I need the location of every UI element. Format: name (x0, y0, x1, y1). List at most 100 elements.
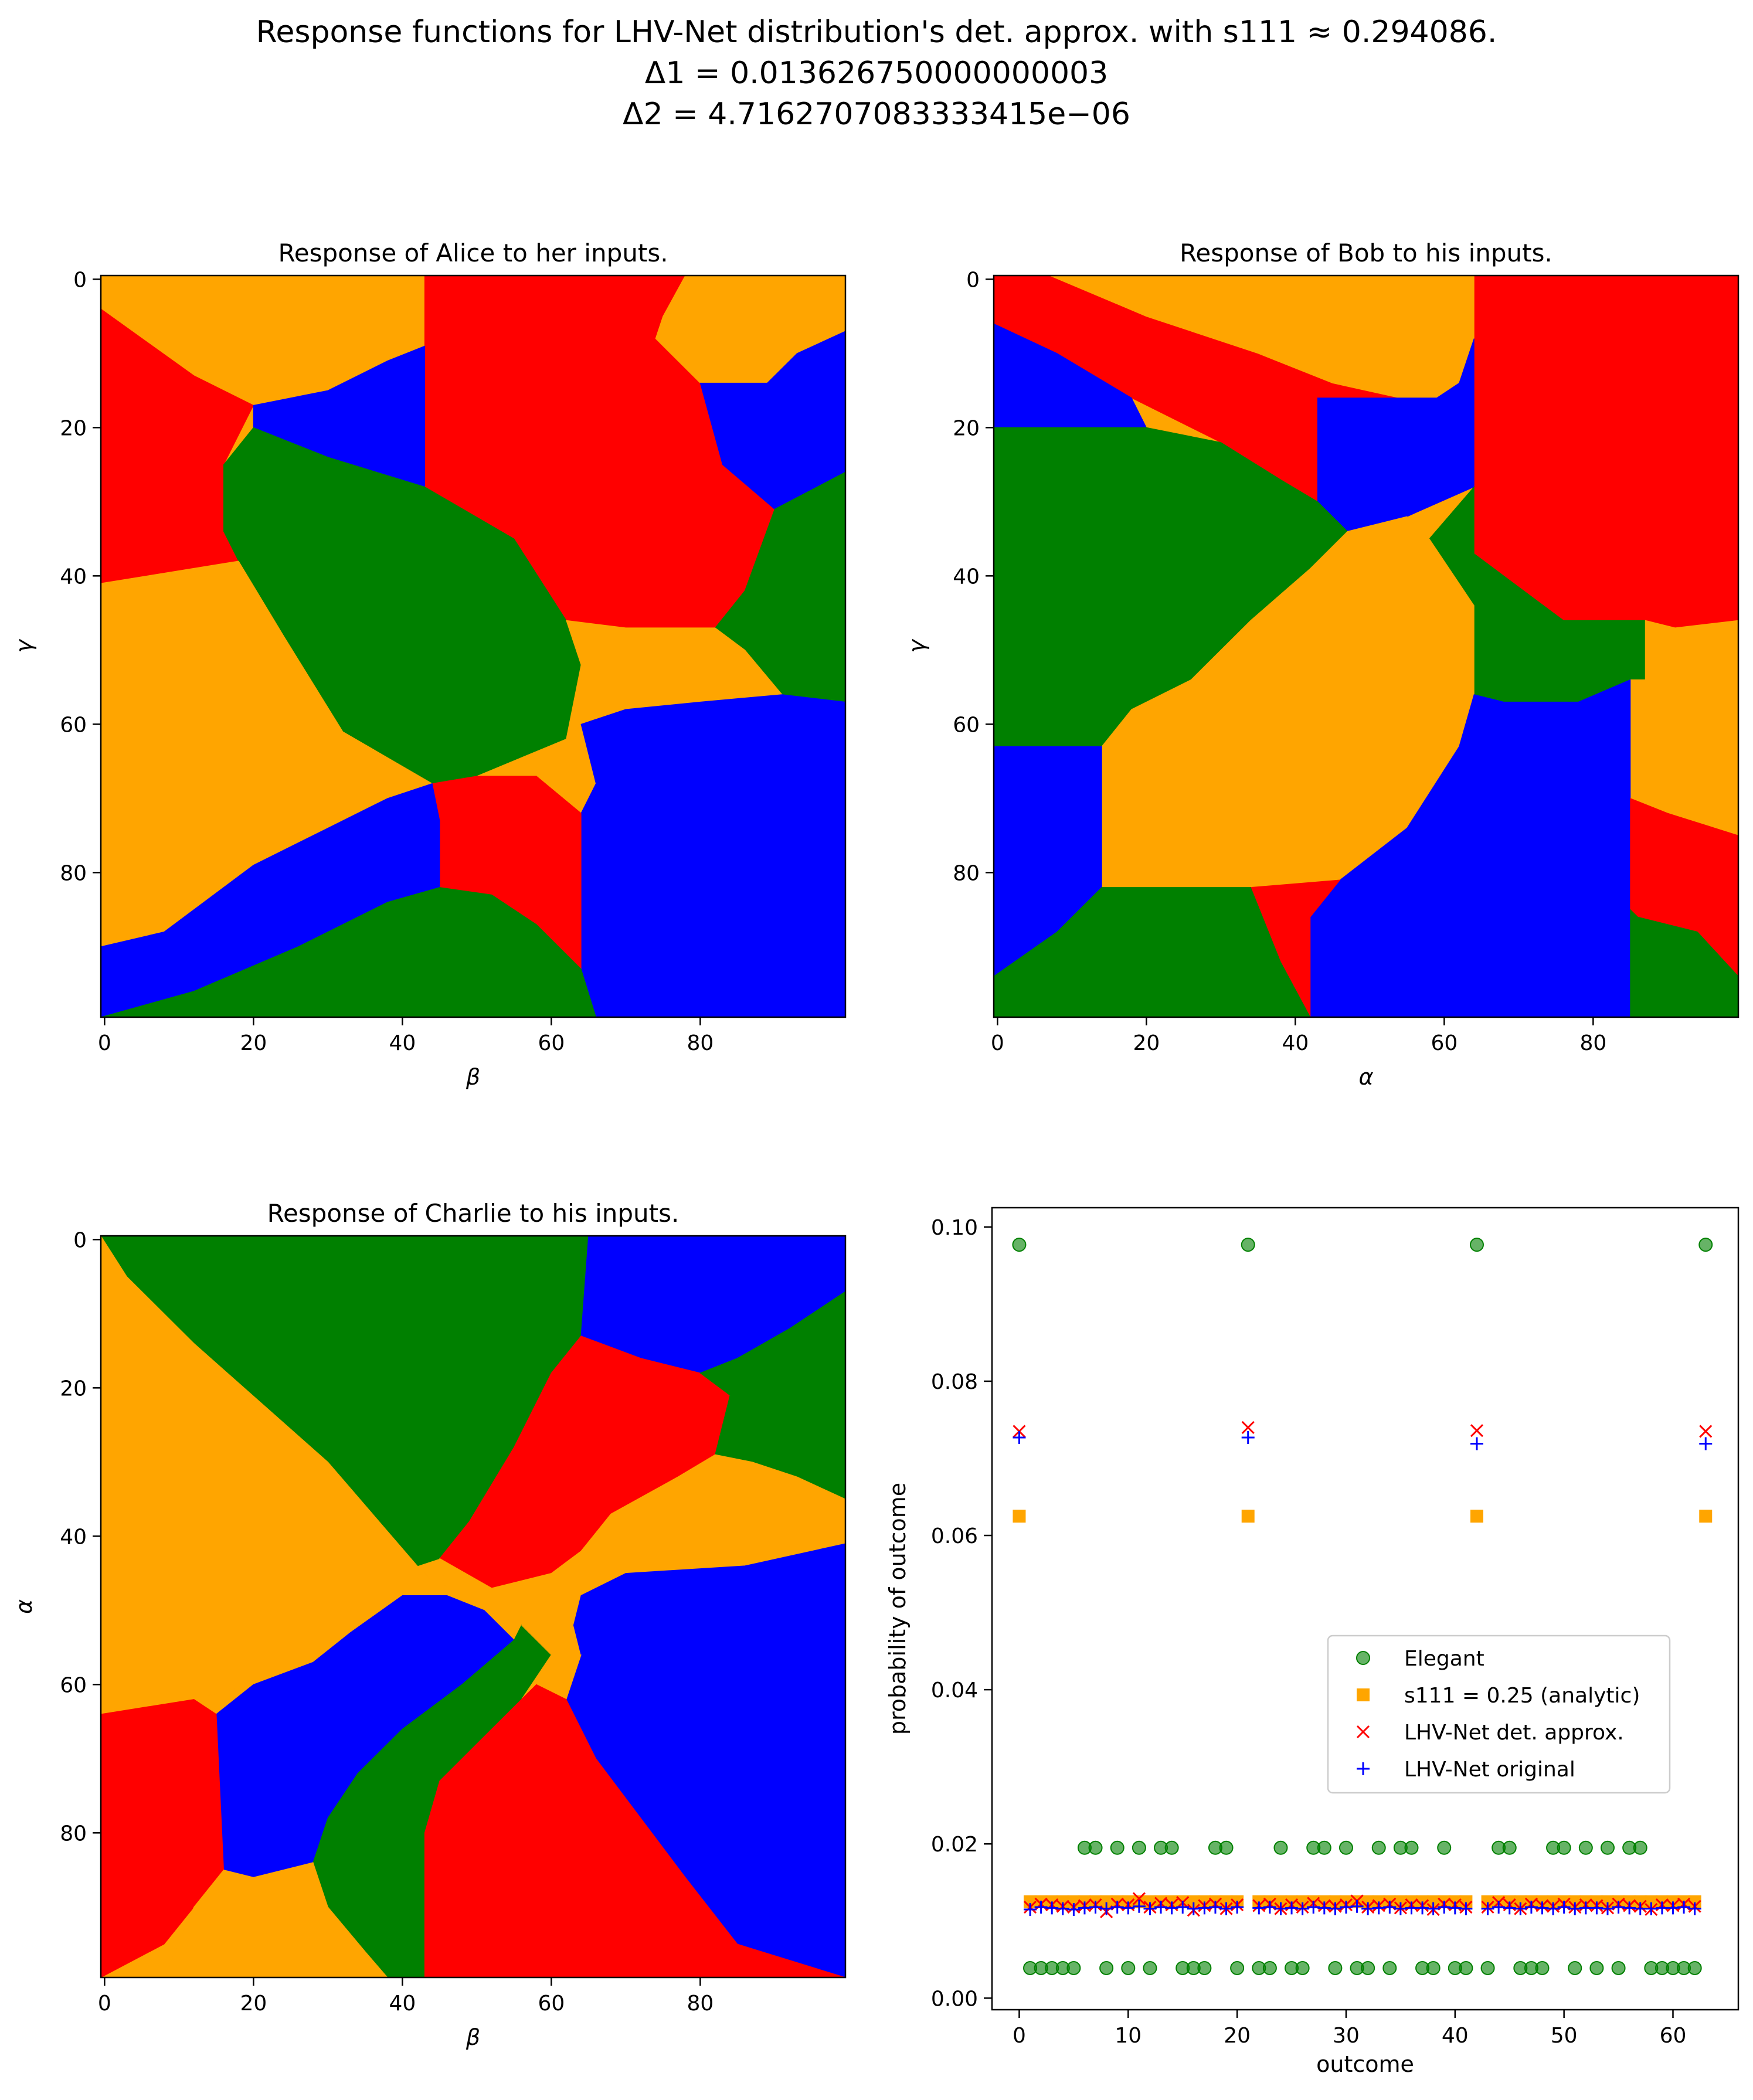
data-point (1012, 1238, 1027, 1252)
x-tick-label: 80 (687, 1031, 714, 1055)
legend-frame (1327, 1635, 1671, 1794)
data-point (1382, 1960, 1397, 1975)
x-tick-label: 40 (1442, 2024, 1469, 2048)
alice-response-panel: Response of Alice to her inputs. 0 20 40 60 8… (11, 239, 847, 1090)
data-point (1426, 1895, 1440, 1908)
heatmap-regions (994, 276, 1738, 1017)
marker-stroke (1356, 1725, 1370, 1739)
y-tick-label: 0.00 (931, 1987, 978, 2011)
region-orange (1630, 620, 1738, 836)
data-point (1372, 1901, 1385, 1915)
x-tick-label: 60 (538, 1992, 565, 2016)
data-point (1034, 1901, 1048, 1914)
data-point (1677, 1901, 1691, 1914)
region-blue (1310, 679, 1631, 1017)
x-tick-label: 60 (1660, 2024, 1687, 2048)
data-point (1274, 1902, 1287, 1915)
data-point (1099, 1960, 1114, 1975)
y-tick-label: 0.10 (931, 1216, 978, 1240)
series-circle (1012, 1238, 1713, 1975)
data-point (1469, 1238, 1484, 1252)
region-green (1630, 909, 1738, 1017)
data-point (1666, 1901, 1680, 1915)
data-point (1687, 1960, 1702, 1975)
y-tick-label: 0 (966, 268, 980, 292)
data-point (1503, 1901, 1516, 1915)
data-point (1295, 1960, 1310, 1975)
data-point (1633, 1895, 1647, 1908)
data-point (1470, 1437, 1483, 1450)
data-point (1416, 1901, 1429, 1915)
x-tick-label: 0 (1013, 2024, 1026, 2048)
data-point (1317, 1840, 1331, 1855)
y-tick-label: 40 (60, 565, 87, 589)
data-point (1328, 1960, 1343, 1975)
data-point (1601, 1902, 1614, 1915)
data-point (1481, 1902, 1494, 1915)
data-point (1547, 1902, 1560, 1915)
data-point (1426, 1960, 1441, 1975)
data-point (1056, 1902, 1069, 1915)
x-axis-label: outcome (1316, 2051, 1414, 2077)
data-point (1273, 1840, 1288, 1855)
data-point (1187, 1895, 1200, 1908)
data-point (1535, 1901, 1549, 1915)
y-tick-label: 0.08 (931, 1370, 978, 1394)
data-point (1164, 1840, 1179, 1855)
data-point (1655, 1901, 1669, 1915)
data-point (1067, 1903, 1081, 1916)
data-point (1143, 1960, 1157, 1975)
data-point (1633, 1840, 1647, 1855)
data-point (1568, 1902, 1582, 1915)
data-point (1208, 1901, 1222, 1914)
marker-stroke (1241, 1421, 1255, 1434)
data-point (1296, 1902, 1309, 1915)
series-x (1013, 1421, 1713, 1919)
legend-label: LHV-Net original (1404, 1758, 1575, 1782)
data-point (1383, 1901, 1397, 1914)
data-point (1557, 1840, 1571, 1855)
data-point (1241, 1510, 1255, 1523)
data-point (1197, 1960, 1212, 1975)
data-point (1405, 1901, 1418, 1915)
y-tick-label: 60 (60, 1673, 87, 1697)
outcome-probability-panel: 0 10 20 30 40 50 60 0.00 0.02 0.04 0.06 0.08 0.10 out… (885, 1207, 1740, 2077)
marker-stroke (1470, 1424, 1484, 1438)
axes-frame (100, 1235, 847, 1979)
x-tick-label: 40 (389, 1992, 416, 2016)
data-point (1066, 1960, 1081, 1975)
data-point (1241, 1238, 1255, 1252)
panel-title: Response of Charlie to his inputs. (267, 1199, 680, 1228)
x-tick-label: 10 (1115, 2024, 1142, 2048)
figure-title-line2: Δ1 = 0.013626750000000003 (645, 56, 1108, 91)
data-point (1547, 1895, 1560, 1908)
axes-frame (100, 274, 847, 1018)
x-tick-label: 20 (1133, 1031, 1160, 1055)
y-axis-label: α (11, 1599, 37, 1614)
data-point (1448, 1901, 1462, 1915)
x-axis-label: α (1358, 1064, 1373, 1090)
y-tick-label: 20 (60, 416, 87, 440)
data-point (1143, 1902, 1157, 1915)
x-axis-label: β (466, 2024, 480, 2050)
data-point (1329, 1895, 1342, 1908)
data-point (1219, 1840, 1234, 1855)
x-tick-label: 0 (991, 1031, 1004, 1055)
legend-label: Elegant (1404, 1647, 1484, 1671)
y-tick-label: 20 (60, 1377, 87, 1401)
data-point (1013, 1510, 1026, 1523)
data-point (1394, 1902, 1407, 1915)
region-red (424, 1684, 845, 1977)
y-axis-label: γ (11, 638, 37, 653)
heatmap-regions (101, 1236, 845, 1977)
data-point (1590, 1901, 1603, 1915)
region-blue (580, 694, 845, 1017)
marker-stroke (1132, 1892, 1146, 1905)
data-point (1350, 1899, 1364, 1913)
data-point (1589, 1960, 1604, 1975)
legend-marker (1357, 1688, 1370, 1701)
data-point (1645, 1902, 1658, 1915)
data-point (1404, 1840, 1419, 1855)
x-axis-label: β (466, 1064, 480, 1090)
